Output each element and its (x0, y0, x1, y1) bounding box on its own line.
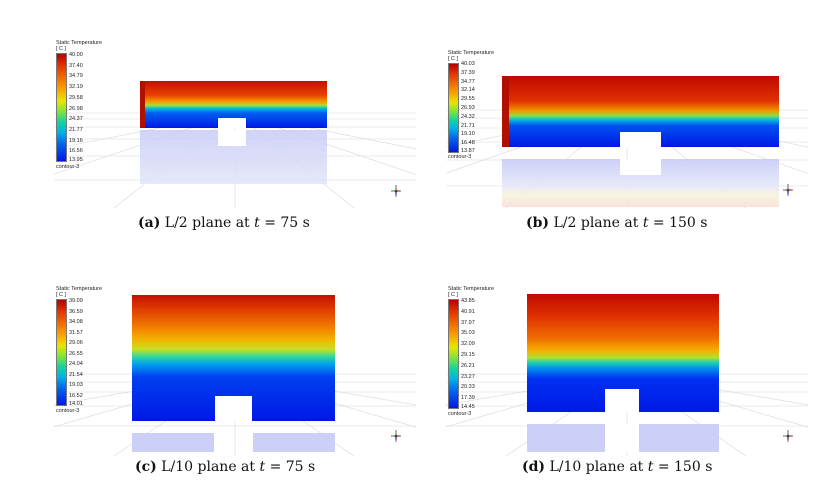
obstacle-cutout (605, 389, 639, 412)
legend-footer: contour-3 (56, 408, 80, 414)
legend-tick: 14.01 (69, 401, 83, 407)
legend-tick: 31.57 (69, 329, 83, 336)
caption-value: = 75 s (265, 459, 316, 475)
legend-tick: 19.16 (69, 137, 83, 144)
caption-value: = 75 s (259, 215, 310, 231)
legend-tick: 16.48 (461, 140, 475, 147)
caption-text: L/10 plane at (549, 459, 648, 475)
caption-tag: (a) (138, 215, 161, 231)
legend-tick: 21.71 (461, 122, 475, 129)
legend-tick: 23.27 (461, 373, 475, 380)
caption-var: t (259, 459, 266, 475)
legend-title: Static Temperature (56, 286, 103, 292)
legend-unit: [ C ] (56, 292, 67, 298)
floor-grid (54, 295, 416, 456)
caption-text: L/2 plane at (553, 215, 643, 231)
legend-tick: 19.10 (461, 131, 475, 138)
axis-triad-icon (783, 430, 793, 442)
colorbar (448, 299, 459, 409)
legend-unit: [ C ] (56, 46, 67, 52)
legend-tick: 14.45 (461, 404, 475, 410)
axis-triad-icon (783, 184, 793, 196)
panel-a: Static Temperature [ C ] 40.00 37.40 34.… (54, 40, 416, 208)
legend-tick: 13.87 (461, 148, 475, 154)
legend-tick: 40.91 (461, 308, 475, 315)
panel-b: Static Temperature [ C ] 40.03 37.39 34.… (446, 48, 808, 208)
caption-var: t (254, 215, 260, 231)
colorbar (448, 63, 459, 153)
legend-tick: 36.59 (69, 308, 83, 315)
legend-tick: 37.40 (69, 62, 83, 69)
caption-d: (d) L/10 plane at t = 150 s (522, 459, 712, 475)
legend-tick: 39.09 (69, 298, 83, 304)
caption-var: t (647, 459, 654, 475)
legend-footer: contour-3 (448, 411, 472, 417)
legend-tick: 29.58 (69, 94, 83, 101)
obstacle-cutout (620, 132, 661, 147)
legend-tick: 37.39 (461, 69, 475, 76)
legend-tick: 29.55 (461, 96, 475, 103)
legend-title: Static Temperature (448, 50, 495, 56)
colorbar (56, 299, 67, 406)
legend-tick: 37.97 (461, 319, 475, 326)
caption-tag: (d) (522, 459, 546, 475)
legend-tick: 34.79 (69, 73, 83, 80)
legend-title: Static Temperature (56, 40, 103, 46)
caption-value: = 150 s (648, 215, 708, 231)
reflection (132, 433, 214, 452)
panel-c: Static Temperature [ C ] 39.09 36.59 34.… (54, 284, 416, 456)
legend-tick: 32.09 (461, 341, 475, 348)
legend-unit: [ C ] (448, 56, 459, 62)
legend-tick: 26.21 (461, 362, 475, 369)
legend-footer: contour-3 (448, 154, 472, 160)
floor-grid (446, 294, 808, 456)
obstacle-cutout (218, 118, 246, 128)
legend-tick: 26.98 (69, 105, 83, 112)
legend-tick: 13.95 (69, 157, 83, 163)
legend-tick: 16.52 (69, 392, 83, 399)
legend-tick: 16.56 (69, 148, 83, 155)
legend-tick: 20.33 (461, 384, 475, 391)
legend-tick: 26.55 (69, 350, 83, 357)
legend-tick: 29.15 (461, 352, 475, 358)
legend-footer: contour-3 (56, 164, 80, 170)
caption-tag: (c) (135, 459, 157, 475)
obstacle-cutout (215, 396, 252, 421)
caption-a: (a) L/2 plane at t = 75 s (138, 215, 310, 231)
floor-grid (446, 76, 808, 208)
caption-c: (c) L/10 plane at t = 75 s (135, 459, 315, 475)
legend-tick: 21.77 (69, 126, 83, 133)
legend-tick: 17.39 (461, 395, 475, 402)
legend-title: Static Temperature (448, 286, 495, 292)
legend-tick: 43.85 (461, 298, 475, 304)
legend-tick: 32.14 (461, 87, 475, 94)
caption-value: = 150 s (653, 459, 713, 475)
legend-unit: [ C ] (448, 292, 459, 298)
floor-grid (54, 81, 416, 208)
caption-tag: (b) (526, 215, 550, 231)
legend-tick: 24.32 (461, 113, 475, 120)
legend-tick: 34.08 (69, 319, 83, 325)
legend-tick: 40.03 (461, 61, 475, 67)
axis-triad-icon (391, 185, 401, 197)
caption-text: L/2 plane at (164, 215, 255, 231)
legend-tick: 34.77 (461, 78, 475, 85)
legend-tick: 21.54 (69, 371, 83, 378)
legend-tick: 29.06 (69, 340, 83, 346)
axis-triad-icon (391, 430, 401, 442)
legend-tick: 24.04 (69, 361, 83, 367)
legend-tick: 40.00 (69, 52, 83, 58)
colorbar (56, 53, 67, 162)
legend-tick: 19.03 (69, 382, 83, 388)
caption-var: t (642, 215, 649, 231)
legend-tick: 26.93 (461, 105, 475, 111)
caption-text: L/10 plane at (161, 459, 260, 475)
legend-tick: 35.03 (461, 330, 475, 337)
legend-tick: 24.37 (69, 116, 83, 123)
legend-tick: 32.19 (69, 84, 83, 91)
panel-d: Static Temperature [ C ] 43.85 40.91 37.… (446, 284, 808, 456)
caption-b: (b) L/2 plane at t = 150 s (526, 215, 707, 231)
